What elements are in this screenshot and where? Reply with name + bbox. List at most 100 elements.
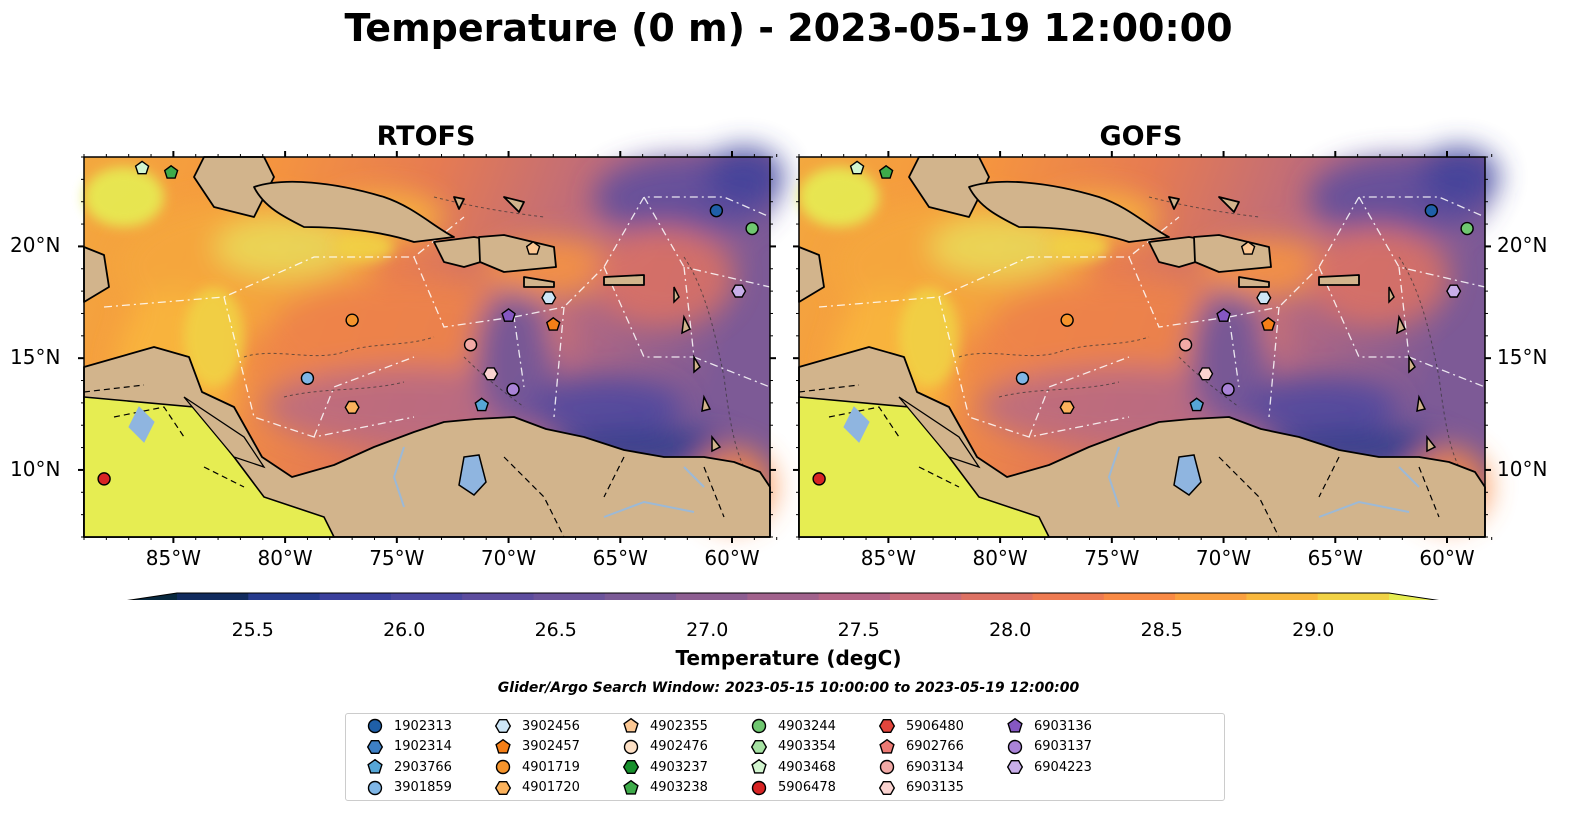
legend-label: 6903135 <box>906 780 964 795</box>
colorbar-label: Temperature (degC) <box>675 646 902 670</box>
legend-marker-pentagon <box>879 738 895 754</box>
legend-marker-hexagon <box>366 739 384 754</box>
legend-marker-hexagon <box>878 780 896 795</box>
legend-symbol <box>878 719 896 733</box>
platform-marker-4903244 <box>1460 221 1474 236</box>
legend-item: 1902314 <box>364 737 452 757</box>
lat-tick-label-left: 15°N <box>10 345 61 370</box>
platform-marker-4903238 <box>163 164 179 179</box>
legend-marker-circle <box>495 759 511 775</box>
colorbar-tick-label: 27.0 <box>686 619 729 641</box>
lat-tick-label-left: 10°N <box>10 456 61 481</box>
legend-marker-pentagon <box>751 758 767 774</box>
legend-label: 6903137 <box>1034 739 1092 754</box>
platform-marker-6903135 <box>1198 367 1214 381</box>
legend-label: 4903354 <box>778 739 836 754</box>
legend-label: 6903134 <box>906 759 964 775</box>
colorbar-segment <box>248 593 321 600</box>
colorbar-segment <box>462 593 534 600</box>
platform-marker-4903244 <box>745 221 759 236</box>
legend-label: 4902476 <box>650 739 708 754</box>
platform-marker-4903468 <box>134 160 150 175</box>
platform-marker-1902313 <box>1424 203 1439 218</box>
legend-item: 2903766 <box>364 757 452 777</box>
platform-legend: 1902313 1902314 2903766 3901859 3902456 39024… <box>345 713 1225 801</box>
legend-marker-pentagon <box>623 717 639 733</box>
legend-marker-circle <box>751 780 767 795</box>
legend-symbol <box>750 739 768 754</box>
legend-symbol <box>495 759 511 775</box>
platform-marker-3902456 <box>1256 291 1272 305</box>
legend-item: 6902766 <box>876 737 964 757</box>
legend-item: 6904223 <box>1004 757 1092 777</box>
lon-tick-label-gofs: 70°W <box>1195 546 1252 570</box>
legend-symbol <box>622 760 640 774</box>
map-area <box>78 0 1577 600</box>
platform-marker-3902457 <box>545 316 561 331</box>
legend-marker-hexagon <box>494 719 512 733</box>
platform-marker-4901720 <box>344 400 360 414</box>
platform-marker-6903137 <box>506 382 520 397</box>
legend-item: 4901719 <box>492 757 580 777</box>
platform-marker-6903134 <box>1178 338 1193 352</box>
colorbar-segment <box>1317 593 1390 600</box>
legend-marker-pentagon <box>623 779 639 795</box>
platform-marker-3902456 <box>541 291 557 305</box>
platform-marker-4902355 <box>1240 240 1256 255</box>
gofs-map <box>799 147 1499 537</box>
map-title-rtofs: RTOFS <box>376 121 476 152</box>
platform-marker-1902313 <box>709 203 724 218</box>
legend-label: 1902313 <box>394 718 452 734</box>
legend-marker-hexagon <box>750 739 768 754</box>
legend-item: 5906480 <box>876 716 964 736</box>
lon-tick-label-gofs: 65°W <box>1307 546 1363 570</box>
legend-item: 1902313 <box>364 716 452 736</box>
legend-label: 5906480 <box>906 718 964 734</box>
legend-marker-circle <box>1007 739 1023 754</box>
lon-tick-label-gofs: 85°W <box>860 546 916 570</box>
rtofs-map <box>84 147 784 537</box>
lat-tick-label-left: 20°N <box>10 233 61 258</box>
legend-label: 3902457 <box>522 739 580 754</box>
legend-symbol <box>1006 760 1024 774</box>
legend-symbol <box>879 759 895 775</box>
platform-marker-6903136 <box>501 308 516 322</box>
search-window-text: Glider/Argo Search Window: 2023-05-15 10… <box>497 680 1080 696</box>
platform-marker-6903134 <box>463 338 478 352</box>
legend-marker-hexagon <box>878 719 896 733</box>
colorbar-segment <box>889 593 962 600</box>
colorbar-segment <box>1246 593 1319 600</box>
legend-label: 6902766 <box>906 739 964 754</box>
legend-label: 3901859 <box>394 780 452 795</box>
legend-symbol <box>1007 739 1023 754</box>
platform-marker-6904223 <box>1446 284 1462 298</box>
platform-marker-2903766 <box>474 397 490 412</box>
colorbar-segment <box>818 593 891 600</box>
platform-marker-4903468 <box>849 160 865 175</box>
platform-marker-6903135 <box>483 367 499 381</box>
colorbar-segment <box>1175 593 1247 600</box>
platform-marker-5906478 <box>97 472 111 486</box>
legend-label: 1902314 <box>394 739 452 754</box>
legend-symbol <box>494 780 512 795</box>
legend-marker-circle <box>623 739 639 754</box>
colorbar-segment <box>747 593 820 600</box>
legend-item: 6903135 <box>876 778 964 798</box>
legend-item: 4903237 <box>620 757 708 777</box>
legend-symbol <box>367 780 383 795</box>
colorbar-segment <box>1103 593 1176 600</box>
colorbar-segment <box>961 593 1034 600</box>
legend-label: 3902456 <box>522 718 580 734</box>
legend-label: 4903244 <box>778 718 836 734</box>
legend-symbol <box>623 717 639 733</box>
legend-marker-hexagon <box>622 760 640 774</box>
platform-marker-3902457 <box>1260 316 1276 331</box>
colorbar-tick-label: 29.0 <box>1292 619 1335 641</box>
legend-marker-circle <box>367 718 383 734</box>
legend-label: 4902355 <box>650 718 708 734</box>
colorbar-tick-label: 25.5 <box>231 619 274 641</box>
legend-symbol <box>495 738 511 754</box>
platform-marker-5906478 <box>812 472 826 486</box>
lat-tick-label-right: 15°N <box>1497 345 1548 370</box>
legend-item: 4903244 <box>748 716 836 736</box>
